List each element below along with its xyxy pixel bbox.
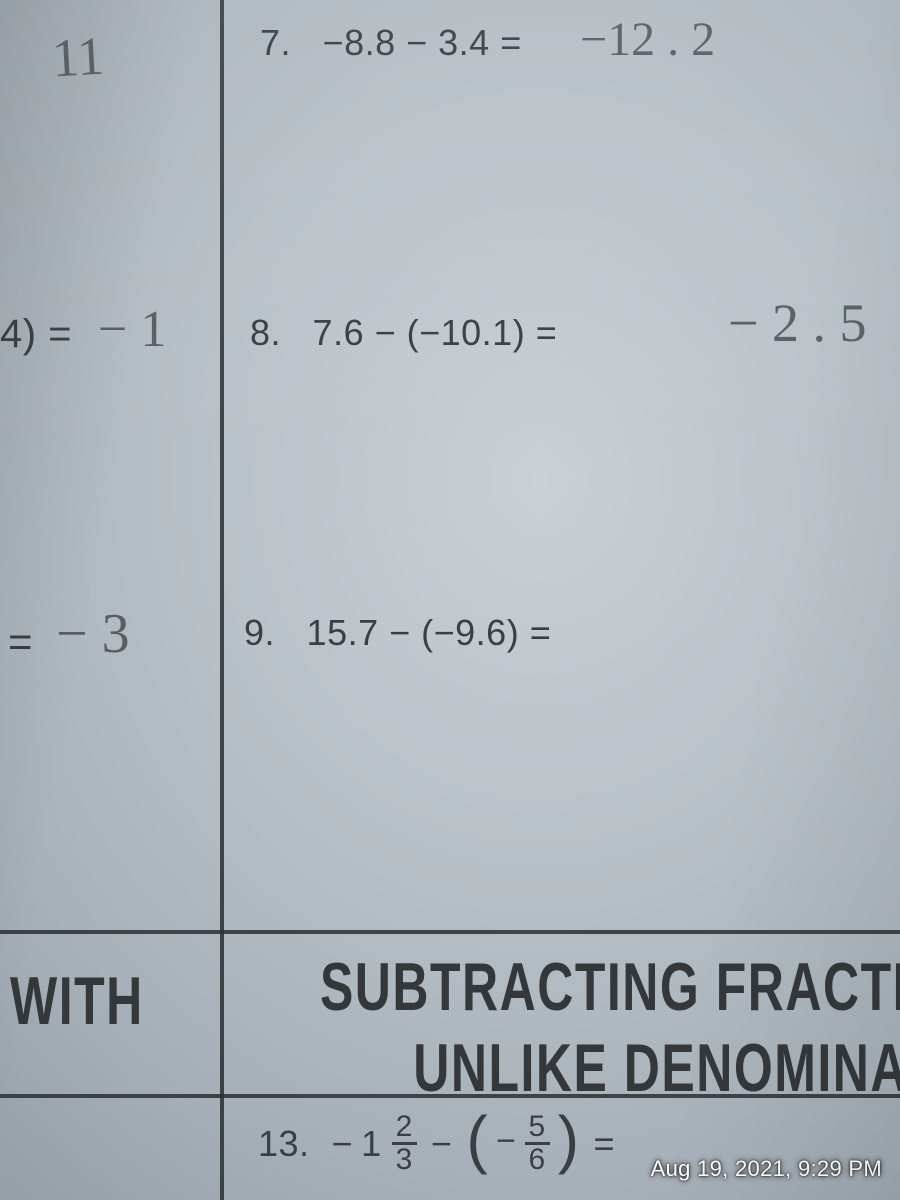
problem-8-answer-hand: − 2 . 5 <box>728 292 866 354</box>
problem-13-frac2-num: 5 <box>525 1112 550 1145</box>
problem-13-equals: = <box>588 1123 616 1165</box>
section-header-line2: UNLIKE DENOMINA <box>288 1029 900 1107</box>
problem-13-frac1-num: 2 <box>392 1112 417 1145</box>
problem-13-frac2: 5 6 <box>525 1112 550 1175</box>
section-header: SUBTRACTING FRACTI UNLIKE DENOMINA <box>288 948 900 1107</box>
problem-7-answer-hand: −12 . 2 <box>580 12 715 67</box>
problem-13: 13. − 1 2 3 − ( − 5 6 ) = <box>258 1112 615 1175</box>
left-row2-hand-answer: − 1 <box>98 300 166 359</box>
photo-timestamp: Aug 19, 2021, 9:29 PM <box>651 1156 882 1182</box>
problem-9-expr: 15.7 − (−9.6) = <box>307 612 552 653</box>
left-row2-printed-fragment: 4) = <box>0 312 84 357</box>
problem-13-inner-neg: − <box>496 1122 516 1161</box>
problem-13-paren-open: ( <box>466 1114 488 1165</box>
problem-13-paren-close: ) <box>558 1114 580 1165</box>
left-section-header-fragment: WITH <box>10 962 144 1040</box>
problem-13-frac2-den: 6 <box>525 1145 550 1175</box>
problem-13-neg: − <box>332 1123 354 1165</box>
left-row2-text: 4) = <box>0 312 84 356</box>
problem-7: 7. −8.8 − 3.4 = <box>260 22 522 64</box>
problem-9: 9. 15.7 − (−9.6) = <box>244 612 551 654</box>
problem-7-expr: −8.8 − 3.4 = <box>323 22 522 63</box>
problem-7-label: 7. <box>260 22 291 63</box>
problem-8-label: 8. <box>250 312 281 353</box>
problem-9-label: 9. <box>244 612 275 653</box>
vertical-rule <box>220 0 224 1200</box>
section-header-line1: SUBTRACTING FRACTI <box>288 948 900 1026</box>
problem-8-expr: 7.6 − (−10.1) = <box>313 312 558 353</box>
problem-13-frac1-den: 3 <box>392 1145 417 1175</box>
left-row1-handwriting: 11 <box>50 25 105 90</box>
worksheet-photo: 11 4) = − 1 = − 3 7. −8.8 − 3.4 = −12 . … <box>0 0 900 1200</box>
problem-13-minus: − <box>425 1123 459 1165</box>
left-row3-hand-answer: − 3 <box>56 602 130 666</box>
problem-8: 8. 7.6 − (−10.1) = <box>250 312 557 354</box>
problem-13-int: 1 <box>361 1123 382 1165</box>
left-row3-eq: = <box>8 618 33 666</box>
horizontal-rule-upper <box>0 930 900 934</box>
problem-13-frac1: 2 3 <box>392 1112 417 1175</box>
problem-13-label: 13. <box>258 1123 310 1165</box>
